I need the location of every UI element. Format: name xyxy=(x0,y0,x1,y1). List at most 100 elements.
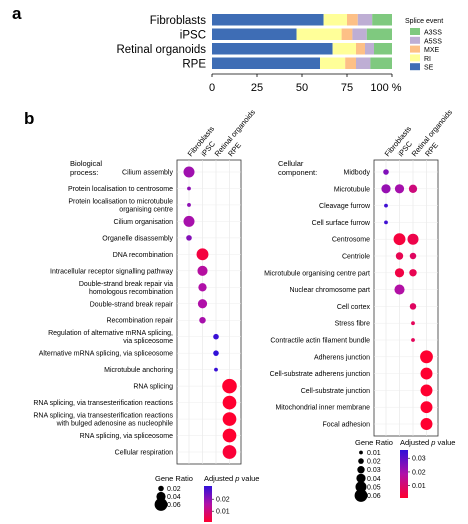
term-label: Microtubule organising centre part xyxy=(264,270,370,277)
dot xyxy=(407,233,419,245)
bar-segment xyxy=(370,57,392,69)
color-legend-title: Adjusted p value xyxy=(204,474,259,483)
dot xyxy=(222,412,237,426)
color-tick-label: 0.02 xyxy=(412,469,426,476)
color-gradient-bar xyxy=(400,450,408,498)
term-label: Cleavage furrow xyxy=(319,203,371,210)
facet-title: Biological xyxy=(70,159,102,168)
bar-segment xyxy=(356,43,365,55)
term-label: Alternative mRNA splicing, via spliceoso… xyxy=(39,351,173,358)
size-legend-label: 0.06 xyxy=(167,502,181,509)
x-tick-label: 100 % xyxy=(370,82,401,94)
legend-swatch xyxy=(410,63,420,71)
term-label: Centrosome xyxy=(332,237,370,244)
term-label: Protein localisation to microtubule xyxy=(68,198,173,205)
bar-segment xyxy=(332,43,356,55)
term-label: Mitochondrial inner membrane xyxy=(275,405,370,412)
bar-segment xyxy=(352,28,367,40)
term-label: Regulation of alternative mRNA splicing, xyxy=(48,330,173,337)
bar-segment xyxy=(372,14,392,26)
dot xyxy=(393,233,406,246)
term-label: Intracellular receptor signalling pathwa… xyxy=(50,268,173,275)
term-label: Centriole xyxy=(342,254,370,261)
dot xyxy=(198,283,207,292)
dot xyxy=(187,203,191,207)
size-legend-dot xyxy=(354,489,368,502)
term-label: Cell-substrate junction xyxy=(301,388,370,395)
dot xyxy=(411,338,415,342)
size-legend-dot xyxy=(356,473,366,483)
size-legend-dot xyxy=(154,498,168,511)
x-tick-label: 0 xyxy=(209,82,215,94)
size-legend-title: Gene Ratio xyxy=(355,438,393,447)
bar-segment xyxy=(320,57,346,69)
dot xyxy=(409,269,417,277)
size-legend-dot xyxy=(359,450,363,455)
term-label: with bulged adenosine as nucleophile xyxy=(56,421,173,428)
category-label: iPSC xyxy=(180,30,206,42)
legend-label: MXE xyxy=(424,47,440,54)
term-label: Adherens junction xyxy=(314,354,370,361)
category-label: RPE xyxy=(182,59,206,71)
color-gradient-bar xyxy=(204,486,212,522)
term-label: Contractile actin filament bundle xyxy=(270,338,370,345)
legend-title: Splice event xyxy=(405,18,443,25)
cellular-component-dotplot: Cellularcomponent:FibroblastsiPSCRetinal… xyxy=(264,108,455,502)
bar-segment xyxy=(366,28,392,40)
dot xyxy=(197,265,208,276)
term-label: DNA recombination xyxy=(113,252,173,259)
size-legend-dot xyxy=(358,458,364,464)
dot xyxy=(222,445,237,459)
term-label: Microtubule xyxy=(334,186,370,193)
color-tick-label: 0.02 xyxy=(216,497,230,504)
term-label: RNA splicing, via transesterification re… xyxy=(33,413,173,420)
term-label: Recombination repair xyxy=(106,318,173,325)
dot xyxy=(222,378,237,394)
dot xyxy=(384,220,388,225)
size-legend-label: 0.02 xyxy=(167,486,181,493)
facet-title: process: xyxy=(70,168,98,177)
bar-segment xyxy=(345,57,356,69)
bar-segment xyxy=(347,14,358,26)
term-label: Cell-substrate adherens junction xyxy=(270,371,370,378)
term-label: Double-strand break repair xyxy=(90,301,174,308)
facet-title: Cellular xyxy=(278,159,304,168)
term-label: RNA splicing, via spliceosome xyxy=(80,433,173,440)
bar-segment xyxy=(212,57,320,69)
bar-segment xyxy=(212,28,297,40)
panel-b-label: b xyxy=(24,109,34,128)
dot xyxy=(409,252,417,260)
bar-segment xyxy=(341,28,353,40)
size-legend-label: 0.01 xyxy=(367,450,381,457)
color-tick-label: 0.03 xyxy=(412,456,426,463)
dot xyxy=(213,333,219,340)
term-label: Cilium organisation xyxy=(113,219,173,226)
dot xyxy=(420,418,433,430)
dot xyxy=(394,268,405,278)
bar-segment xyxy=(212,43,333,55)
term-label: organising centre xyxy=(119,206,173,213)
bar-segment xyxy=(374,43,392,55)
dot xyxy=(394,184,405,194)
term-label: Cell surface furrow xyxy=(312,220,371,227)
dot xyxy=(222,395,237,410)
term-label: Focal adhesion xyxy=(323,422,371,429)
legend-swatch xyxy=(410,28,420,35)
dot xyxy=(395,252,404,260)
dot xyxy=(384,203,388,208)
size-legend-label: 0.04 xyxy=(367,476,381,483)
term-label: Organelle disassembly xyxy=(102,235,173,242)
dot xyxy=(186,235,192,241)
term-label: RNA splicing xyxy=(133,384,173,391)
category-label: Retinal organoids xyxy=(116,44,206,56)
term-label: via spliceosome xyxy=(123,338,173,345)
dot xyxy=(197,299,208,309)
category-label: Fibroblasts xyxy=(150,15,206,27)
dot xyxy=(214,367,218,372)
legend-swatch xyxy=(410,54,420,62)
dot xyxy=(199,316,206,324)
bar-segment xyxy=(356,57,371,69)
